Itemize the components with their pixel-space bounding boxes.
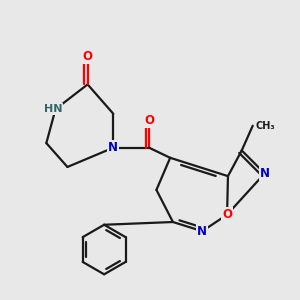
Text: CH₃: CH₃ (256, 121, 275, 131)
Text: O: O (222, 208, 232, 221)
Text: O: O (82, 50, 93, 63)
Text: HN: HN (44, 104, 62, 114)
Text: O: O (144, 114, 154, 127)
Text: N: N (197, 225, 207, 238)
Text: N: N (108, 141, 118, 154)
Text: N: N (260, 167, 270, 180)
